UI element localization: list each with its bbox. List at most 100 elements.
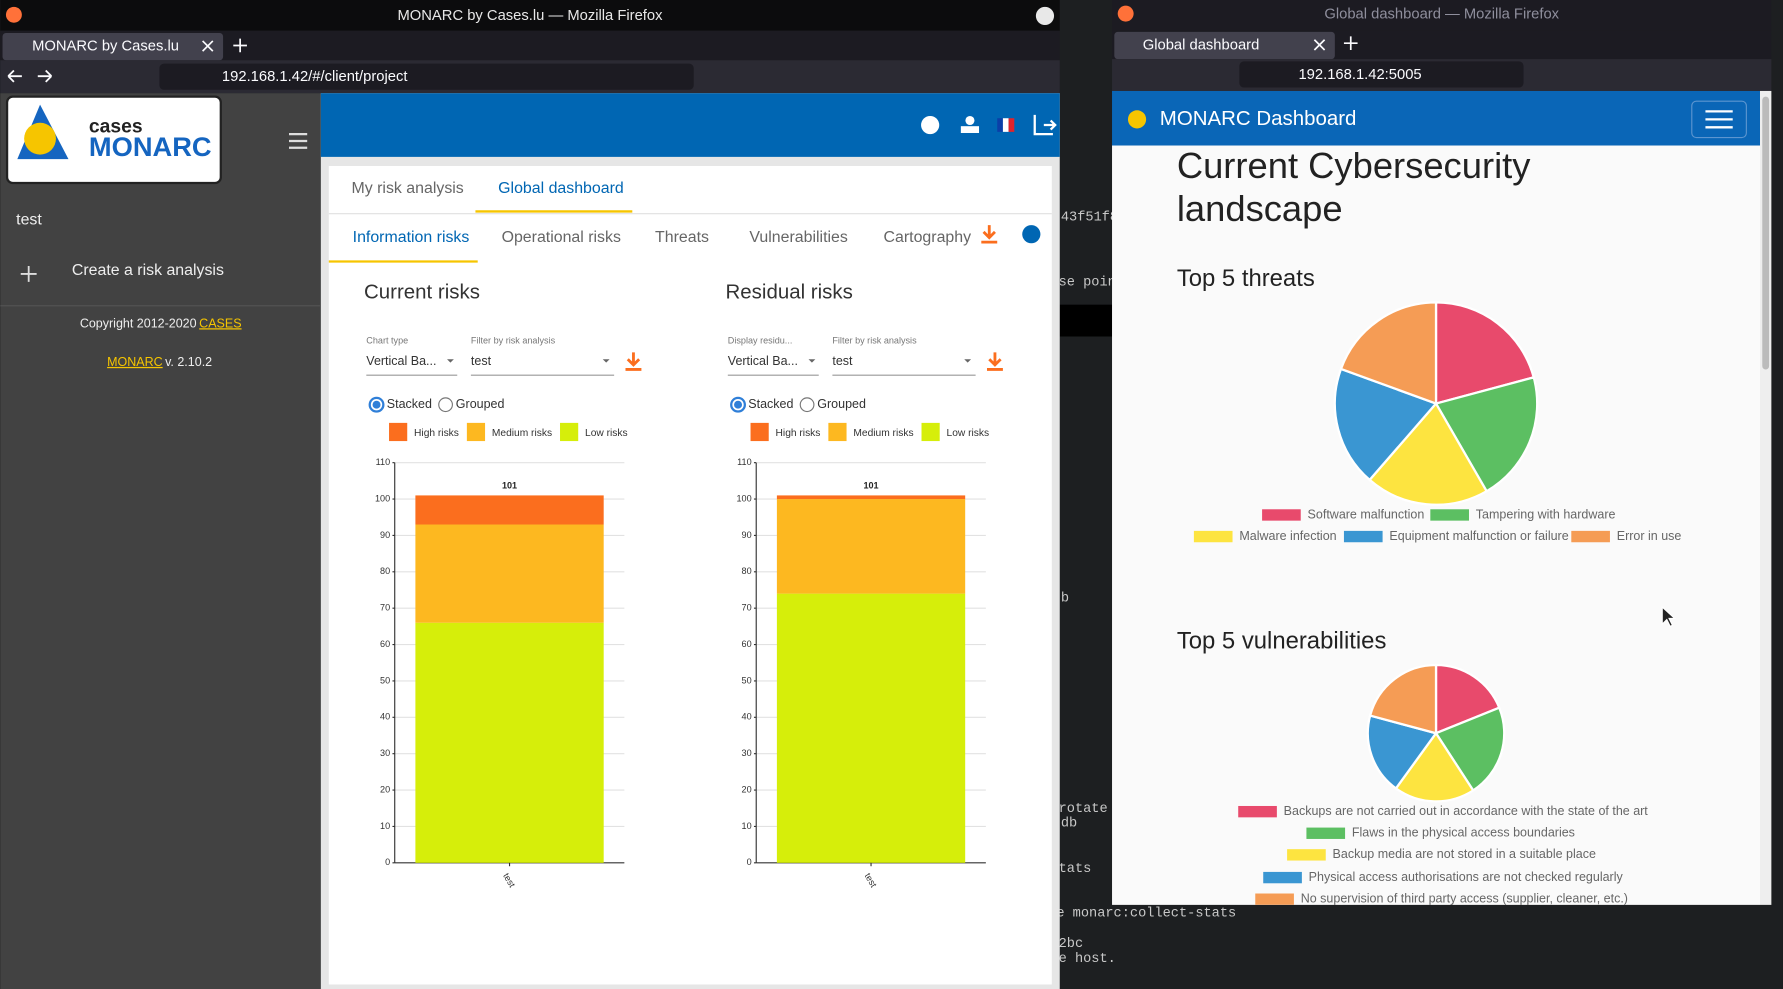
url: 192.168.1.42/#/client/project — [222, 69, 408, 85]
url-bar[interactable] — [159, 63, 694, 90]
legend-label: Software malfunction — [1308, 507, 1425, 521]
flag — [1008, 118, 1015, 132]
select-value[interactable]: test — [471, 354, 492, 368]
project-name[interactable]: test — [16, 212, 42, 229]
bar-segment — [415, 495, 604, 525]
logo-box — [5, 95, 222, 185]
export-icon[interactable] — [981, 225, 998, 244]
heading: Current Cybersecurity — [1177, 145, 1531, 186]
logo-text: MONARC — [89, 131, 212, 162]
y-tick-label: 30 — [380, 748, 390, 758]
menu-button[interactable] — [1691, 100, 1747, 139]
legend-swatch — [1193, 530, 1233, 543]
pie-slice — [1368, 401, 1489, 506]
export-icon[interactable] — [986, 352, 1003, 371]
logo-text: cases — [89, 116, 143, 137]
nav-arrows[interactable] — [7, 69, 53, 83]
settings-icon[interactable] — [921, 115, 940, 135]
radio[interactable] — [799, 397, 815, 413]
mouse-cursor — [1661, 605, 1677, 628]
user-icon-body — [960, 126, 980, 134]
legend-label: Tampering with hardware — [1476, 507, 1616, 521]
radio-label: Stacked — [748, 397, 793, 411]
dropdown-arrow — [808, 359, 816, 363]
tab[interactable] — [2, 32, 224, 61]
close-window[interactable] — [1035, 6, 1055, 26]
pie-slice — [1339, 301, 1438, 406]
version: v. 2.10.2 — [165, 355, 212, 369]
subtab[interactable]: Threats — [655, 229, 709, 246]
y-tick-label: 100 — [375, 493, 390, 503]
y-tick-label: 60 — [380, 639, 390, 649]
y-tick-label: 20 — [380, 784, 390, 794]
brand[interactable]: MONARC Dashboard — [1160, 107, 1357, 130]
user-icon[interactable] — [965, 115, 975, 126]
legend-swatch — [1238, 805, 1277, 818]
monarc-link[interactable]: MONARC — [107, 355, 163, 369]
tab-title: MONARC by Cases.lu — [32, 39, 179, 55]
radio-label: Grouped — [817, 397, 866, 411]
pie-slice — [1434, 663, 1501, 735]
terminal-line: rotate — [1059, 802, 1108, 817]
panel-title: Residual risks — [726, 281, 853, 304]
legend-label: Malware infection — [1239, 529, 1336, 543]
tab[interactable]: Global dashboard — [498, 180, 624, 197]
select-label: Chart type — [366, 335, 408, 345]
tab[interactable] — [1114, 31, 1335, 60]
radio-label: Stacked — [387, 397, 432, 411]
legend-swatch — [828, 422, 847, 442]
y-tick-label: 80 — [742, 566, 752, 576]
legend-label: Medium risks — [492, 428, 552, 439]
legend-label: Error in use — [1617, 529, 1682, 543]
terminal-line: e monarc:collect-stats — [1056, 906, 1236, 921]
legend-swatch — [1430, 509, 1469, 521]
settings-icon[interactable] — [1022, 225, 1041, 244]
legend-label: Flaws in the physical access boundaries — [1352, 826, 1575, 840]
select-value[interactable]: Vertical Ba... — [728, 354, 798, 368]
flag[interactable] — [997, 118, 1003, 132]
y-tick-label: 60 — [742, 639, 752, 649]
bar-segment — [776, 499, 966, 594]
subtab[interactable]: Cartography — [884, 229, 972, 246]
pie-slice — [1434, 706, 1506, 793]
terminal-line: b — [1061, 592, 1069, 607]
menu-icon[interactable] — [289, 133, 308, 149]
export-icon[interactable] — [625, 352, 642, 371]
y-tick-label: 90 — [742, 530, 752, 540]
scroll-thumb[interactable] — [1762, 96, 1770, 370]
legend-swatch — [1287, 849, 1326, 861]
scrollbar — [1760, 90, 1772, 905]
title-bar — [1112, 0, 1772, 31]
y-tick-label: 40 — [380, 712, 390, 722]
sidebar — [0, 93, 321, 989]
create-link[interactable]: Create a risk analysis — [72, 262, 224, 279]
bar-segment — [415, 622, 604, 863]
legend-swatch — [1262, 509, 1301, 521]
window-title: Global dashboard — Mozilla Firefox — [1324, 7, 1559, 23]
radio[interactable] — [438, 397, 453, 413]
y-tick-label: 0 — [747, 857, 752, 867]
tab-title: Global dashboard — [1143, 37, 1260, 53]
flag — [1002, 118, 1009, 132]
logout-icon[interactable] — [1033, 114, 1057, 136]
section-title: Top 5 threats — [1177, 265, 1315, 292]
select-value[interactable]: test — [832, 354, 853, 368]
bar-segment — [776, 495, 966, 500]
tab[interactable]: My risk analysis — [352, 180, 464, 197]
subtab[interactable]: Information risks — [353, 229, 470, 246]
radio-label: Grouped — [456, 397, 505, 411]
menu-icon — [1705, 110, 1733, 129]
url: 192.168.1.42:5005 — [1298, 67, 1421, 83]
subtab[interactable]: Vulnerabilities — [749, 229, 847, 246]
radio-dot — [734, 400, 743, 409]
terminal-block — [1059, 304, 1113, 337]
y-tick-label: 30 — [742, 748, 752, 758]
cases-link[interactable]: CASES — [199, 316, 241, 330]
select-value[interactable]: Vertical Ba... — [366, 354, 436, 368]
url-bar[interactable] — [1239, 61, 1524, 88]
subtab[interactable]: Operational risks — [502, 229, 621, 246]
legend-swatch — [560, 422, 579, 442]
terminal-line: 2bc — [1059, 937, 1084, 952]
total-label: 101 — [502, 481, 517, 491]
